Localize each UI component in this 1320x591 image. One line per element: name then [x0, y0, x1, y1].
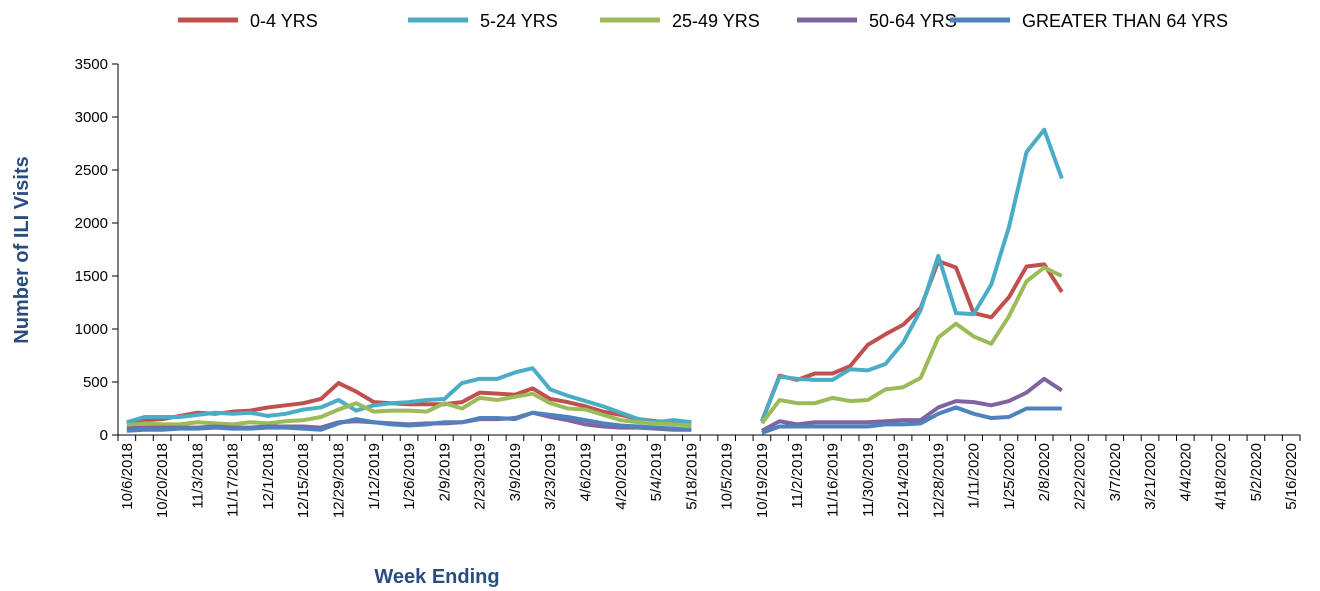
- x-tick-label: 2/22/2020: [1071, 443, 1088, 510]
- x-axis-title: Week Ending: [374, 566, 499, 588]
- legend-label: 50-64 YRS: [869, 11, 957, 31]
- x-tick-label: 12/15/2018: [295, 443, 312, 518]
- x-tick-label: 3/9/2019: [507, 443, 524, 501]
- legend-label: 5-24 YRS: [480, 11, 558, 31]
- x-tick-label: 12/1/2018: [260, 443, 277, 510]
- x-tick-label: 3/21/2020: [1142, 443, 1159, 510]
- x-tick-label: 1/26/2019: [401, 443, 418, 510]
- x-tick-label: 4/18/2020: [1213, 443, 1230, 510]
- x-tick-label: 10/20/2018: [154, 443, 171, 518]
- x-tick-label: 3/7/2020: [1107, 443, 1124, 501]
- legend-label: GREATER THAN 64 YRS: [1022, 11, 1228, 31]
- x-tick-label: 12/29/2018: [331, 443, 348, 518]
- x-tick-label: 5/16/2020: [1283, 443, 1300, 510]
- x-tick-label: 11/30/2019: [860, 443, 877, 517]
- x-tick-label: 11/3/2018: [189, 443, 206, 509]
- x-tick-label: 4/6/2019: [578, 443, 595, 501]
- x-tick-label: 4/20/2019: [613, 443, 630, 510]
- y-tick-label: 2500: [75, 162, 108, 179]
- series-line: [126, 127, 1064, 425]
- x-tick-label: 2/9/2019: [436, 443, 453, 501]
- x-tick-label: 11/2/2019: [789, 443, 806, 509]
- x-tick-label: 5/18/2019: [683, 443, 700, 510]
- x-tick-label: 11/17/2018: [225, 443, 242, 517]
- x-tick-label: 5/4/2019: [648, 443, 665, 501]
- series-line: [126, 259, 1064, 426]
- y-tick-label: 3500: [75, 56, 108, 73]
- x-tick-label: 5/2/2020: [1248, 443, 1265, 501]
- x-tick-label: 10/5/2019: [719, 443, 736, 510]
- x-tick-label: 1/25/2020: [1001, 443, 1018, 510]
- y-tick-label: 3000: [75, 109, 108, 126]
- series-line: [126, 265, 1063, 428]
- x-tick-label: 3/23/2019: [542, 443, 559, 510]
- y-axis-title: Number of ILI Visits: [11, 156, 33, 343]
- x-tick-label: 2/8/2020: [1036, 443, 1053, 501]
- x-tick-label: 2/23/2019: [472, 443, 489, 510]
- x-tick-label: 10/19/2019: [754, 443, 771, 518]
- legend-label: 25-49 YRS: [672, 11, 760, 31]
- y-tick-label: 1000: [75, 321, 108, 338]
- y-tick-label: 0: [100, 427, 108, 444]
- x-tick-label: 12/28/2019: [930, 443, 947, 518]
- x-tick-label: 1/12/2019: [366, 443, 383, 510]
- x-tick-label: 10/6/2018: [119, 443, 136, 510]
- x-tick-label: 4/4/2020: [1177, 443, 1194, 501]
- series-line: [126, 405, 1062, 435]
- y-tick-label: 500: [83, 374, 108, 391]
- legend-label: 0-4 YRS: [250, 11, 318, 31]
- y-tick-label: 2000: [75, 215, 108, 232]
- x-tick-label: 11/16/2019: [824, 443, 841, 517]
- x-tick-label: 1/11/2020: [966, 443, 983, 509]
- y-tick-label: 1500: [75, 268, 108, 285]
- x-tick-label: 12/14/2019: [895, 443, 912, 518]
